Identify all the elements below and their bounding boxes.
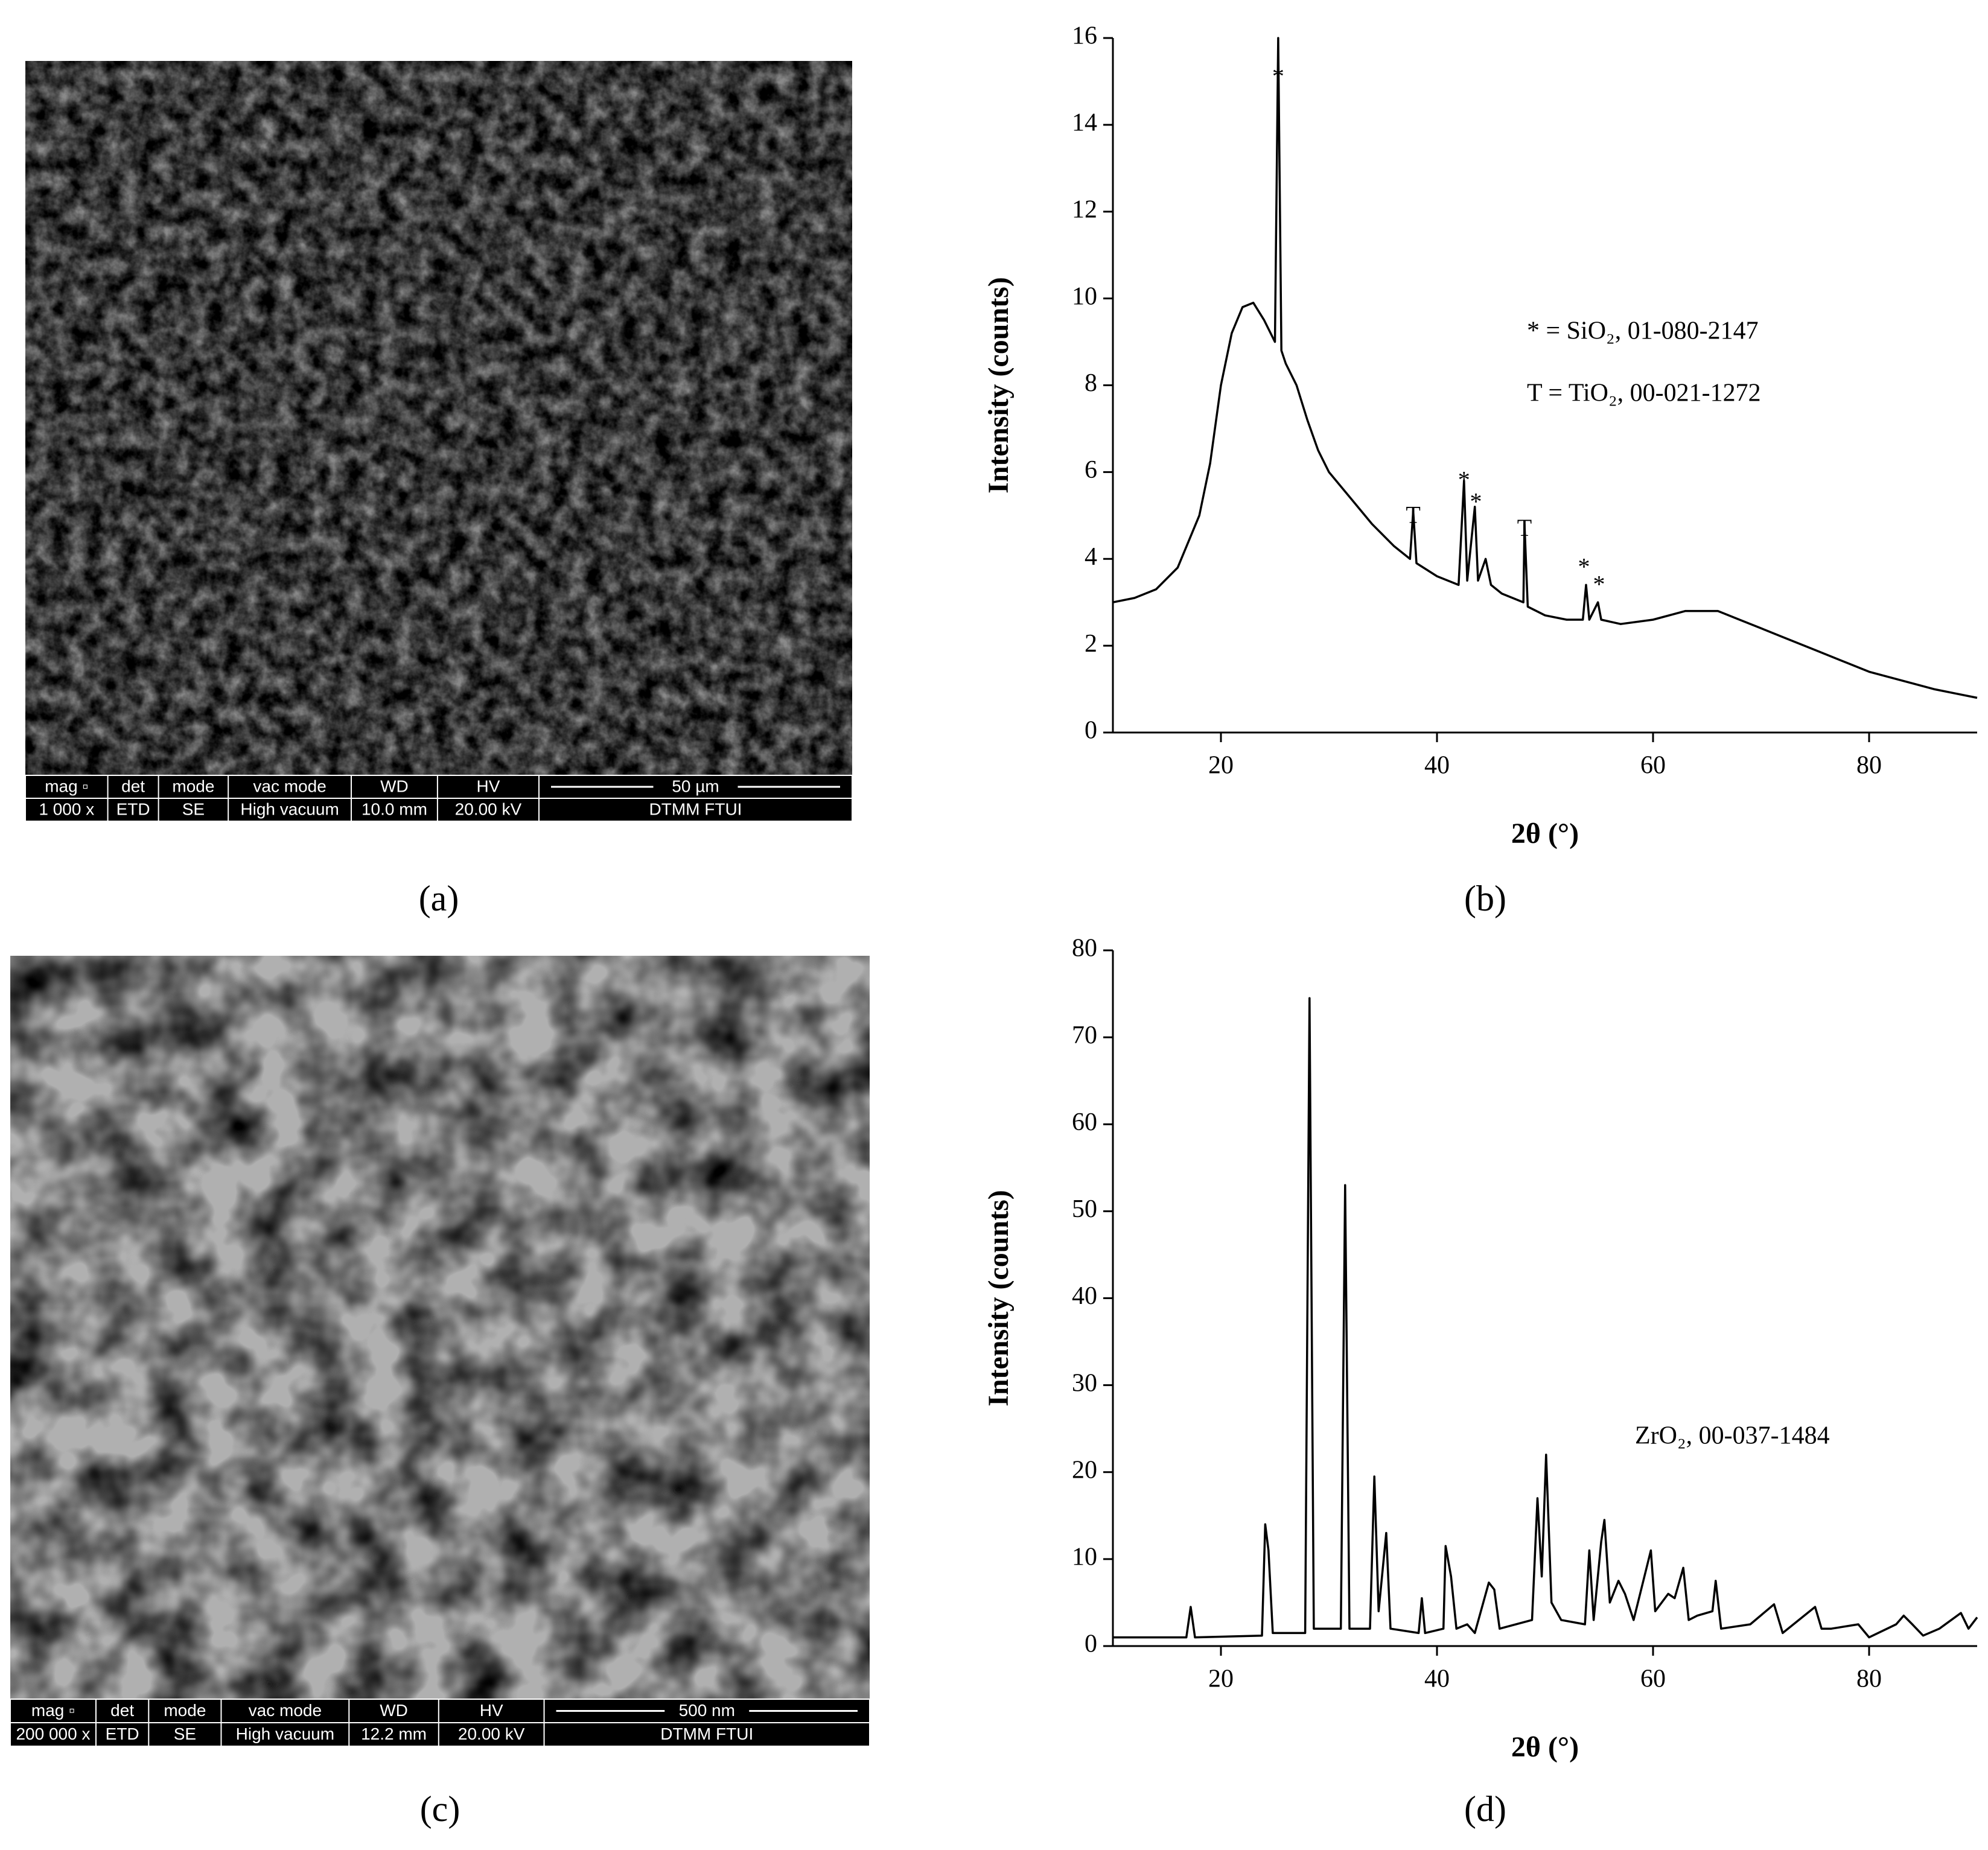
scale-label-bg [664,1701,750,1721]
data-line [1112,37,1978,699]
scale-label: 500 nm [679,1701,735,1720]
scale-label-bg [653,777,738,796]
info-value: SE [174,1724,196,1743]
y-tick-label: 20 [1072,1456,1097,1484]
panel-label: (d) [1464,1789,1506,1829]
info-bar-frame [10,1699,870,1747]
y-tick-label: 50 [1072,1195,1097,1223]
x-tick-label: 20 [1208,1665,1234,1693]
y-tick-label: 0 [1085,1630,1097,1658]
peak-marker: * [1578,553,1590,580]
y-tick-label: 40 [1072,1282,1097,1310]
y-tick-label: 14 [1072,109,1097,137]
x-tick-label: 40 [1424,1665,1450,1693]
x-tick-label: 80 [1856,1665,1882,1693]
y-tick-label: 10 [1072,282,1097,310]
peak-marker: * [1470,488,1482,515]
info-header: det [121,777,145,795]
annotation: T = TiO₂, 00-021-1272 [1527,380,1761,407]
info-header: vac mode [253,777,326,795]
peak-marker: * [1593,570,1605,597]
info-value: 1 000 x [39,799,94,818]
annotation: * = SiO₂, 01-080-2147 [1527,317,1759,345]
panel-label: (b) [1464,879,1506,918]
y-tick-label: 0 [1085,717,1097,745]
info-header: HV [476,777,500,795]
info-value: 10.0 mm [362,799,427,818]
sem-image-c [10,956,870,1699]
y-tick-label: 16 [1072,22,1097,50]
sem-image-a [25,61,852,775]
y-axis-label: Intensity (counts) [983,277,1015,494]
info-header: mode [172,777,214,795]
info-header: WD [380,777,409,795]
x-tick-label: 60 [1640,752,1666,780]
y-tick-label: 30 [1072,1369,1097,1397]
info-header: WD [380,1701,408,1720]
y-tick-label: 12 [1072,195,1097,223]
info-header: HV [480,1701,503,1720]
lab-name: DTMM FTUI [649,799,742,818]
x-tick-label: 80 [1856,752,1882,780]
y-tick-label: 60 [1072,1108,1097,1136]
x-tick-label: 40 [1424,752,1450,780]
y-tick-label: 70 [1072,1022,1097,1049]
x-axis-label: 2θ (°) [1511,1731,1579,1763]
lab-name: DTMM FTUI [660,1724,753,1743]
annotation: ZrO₂, 00-037-1484 [1635,1422,1830,1450]
y-axis-label: Intensity (counts) [983,1190,1015,1407]
info-header: mode [164,1701,206,1720]
y-tick-label: 2 [1085,630,1097,658]
info-header: det [110,1701,134,1720]
panel-label: (a) [419,879,459,918]
scale-label: 50 µm [672,777,719,795]
info-value: ETD [116,799,150,818]
y-tick-label: 4 [1085,543,1097,571]
y-tick-label: 8 [1085,369,1097,397]
data-line [1113,997,1978,1639]
peak-marker: * [1458,466,1470,494]
info-value: 12.2 mm [361,1724,427,1743]
y-tick-label: 10 [1072,1543,1097,1571]
x-tick-label: 20 [1208,752,1234,780]
panel-label: (c) [420,1789,460,1829]
y-tick-label: 80 [1072,935,1097,962]
info-value: 200 000 x [16,1724,90,1743]
peak-marker: T [1406,501,1420,528]
info-value: 20.00 kV [455,799,522,818]
info-header: mag ▫ [45,777,88,795]
info-header: mag ▫ [31,1701,75,1720]
info-value: 20.00 kV [458,1724,525,1743]
info-header: vac mode [249,1701,322,1720]
x-axis-label: 2θ (°) [1511,818,1579,850]
y-tick-label: 6 [1085,456,1097,484]
info-value: High vacuum [240,799,339,818]
info-bar-frame [25,775,853,822]
info-value: SE [182,799,205,818]
x-tick-label: 60 [1640,1665,1666,1693]
info-value: High vacuum [236,1724,334,1743]
peak-marker: * [1272,63,1284,90]
info-value: ETD [106,1724,139,1743]
peak-marker: T [1517,514,1532,541]
